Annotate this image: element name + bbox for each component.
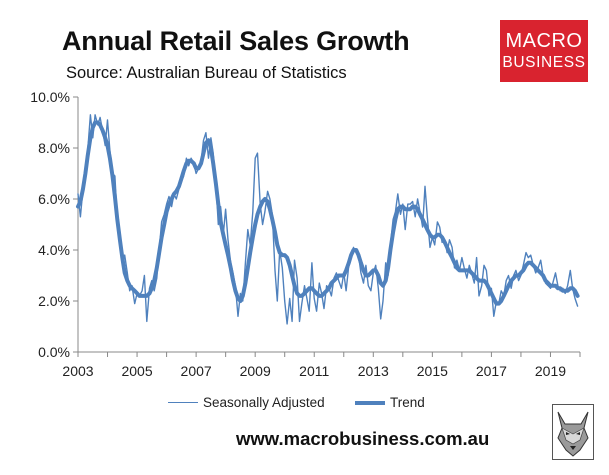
trend-line xyxy=(76,120,580,306)
page-title: Annual Retail Sales Growth xyxy=(62,26,410,56)
y-tick-label: 6.0% xyxy=(38,191,70,207)
y-tick-labels: 0.0% 2.0% 4.0% 6.0% 8.0% 10.0% xyxy=(30,89,70,360)
x-tick-label: 2015 xyxy=(417,363,448,379)
chart-legend: Seasonally Adjusted Trend xyxy=(0,395,609,415)
legend-item-seasonally-adjusted: Seasonally Adjusted xyxy=(168,395,325,410)
x-tick-label: 2019 xyxy=(535,363,566,379)
seasonally-adjusted-line xyxy=(77,114,579,325)
website-url: www.macrobusiness.com.au xyxy=(236,428,490,449)
y-tick-label: 4.0% xyxy=(38,242,70,258)
x-tick-labels: 2003 2005 2007 2009 2011 2013 2015 2017 2019 xyxy=(62,363,566,379)
y-tick-label: 0.0% xyxy=(38,344,70,360)
x-tick-label: 2009 xyxy=(240,363,271,379)
legend-swatch-thick-line xyxy=(355,400,385,405)
series-layer xyxy=(76,114,580,325)
x-tick-label: 2013 xyxy=(358,363,389,379)
x-tick-label: 2005 xyxy=(121,363,152,379)
legend-label-trend: Trend xyxy=(390,395,425,410)
logo-line-2: BUSINESS xyxy=(502,54,586,71)
logo-line-1: MACRO xyxy=(505,30,583,52)
chart-axes xyxy=(73,96,581,357)
y-tick-label: 2.0% xyxy=(38,293,70,309)
x-tick-label: 2007 xyxy=(181,363,212,379)
wolf-mascot-icon xyxy=(552,404,594,460)
x-tick-label: 2017 xyxy=(476,363,507,379)
x-tick-label: 2011 xyxy=(299,363,329,379)
legend-swatch-thin-line xyxy=(168,401,198,404)
macrobusiness-logo: MACRO BUSINESS xyxy=(500,20,588,82)
y-tick-label: 8.0% xyxy=(38,140,70,156)
y-tick-label: 10.0% xyxy=(30,89,70,105)
x-tick-label: 2003 xyxy=(62,363,93,379)
legend-item-trend: Trend xyxy=(355,395,425,410)
legend-label-seasonally-adjusted: Seasonally Adjusted xyxy=(203,395,325,410)
source-subtitle: Source: Australian Bureau of Statistics xyxy=(66,64,347,82)
